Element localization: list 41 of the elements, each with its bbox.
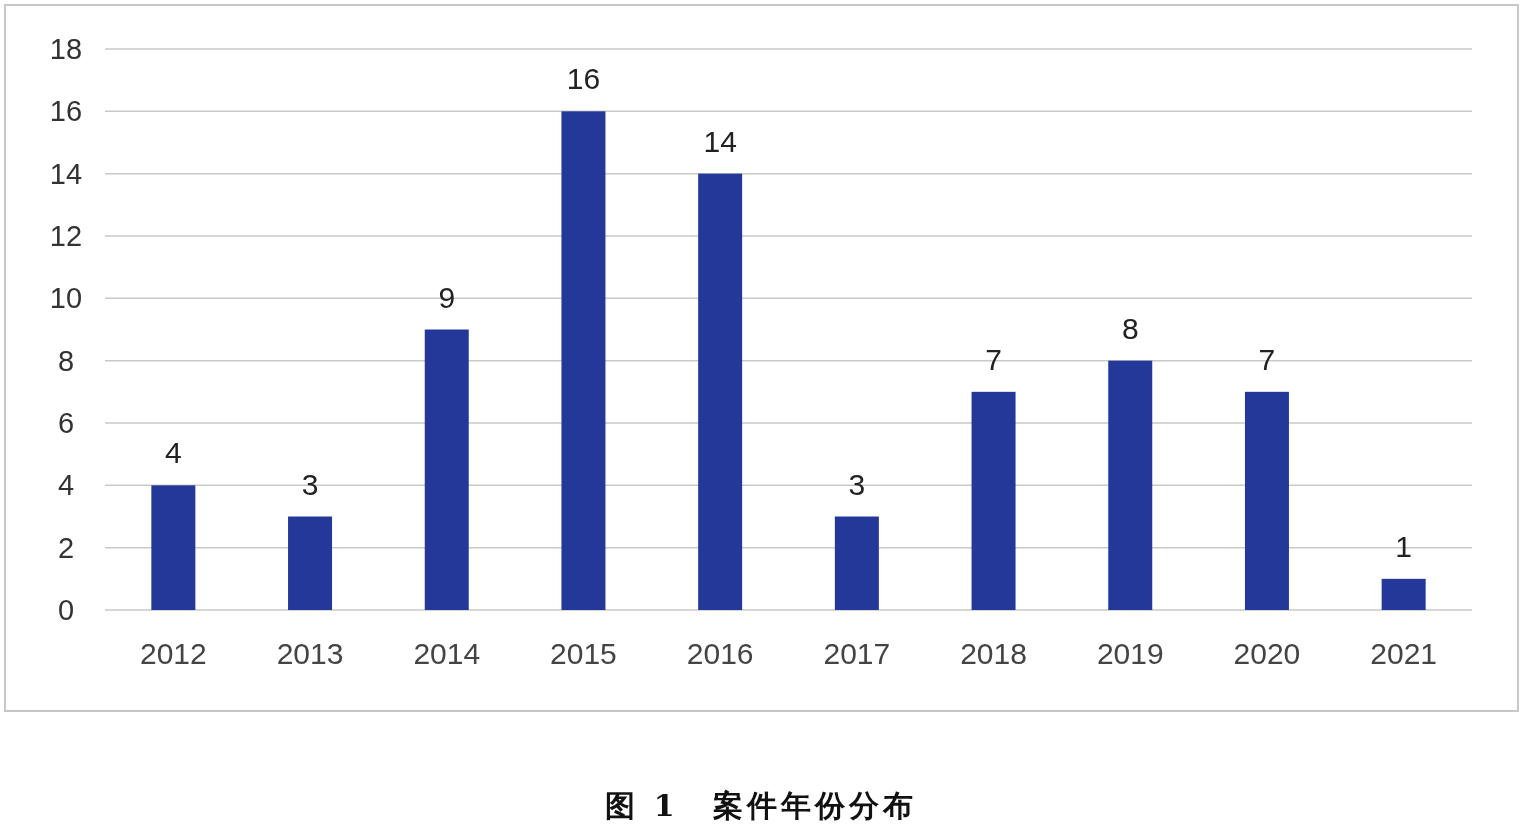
bar [698, 173, 743, 610]
bar [288, 516, 333, 610]
y-tick-label: 6 [57, 407, 75, 439]
x-tick-label: 2012 [139, 637, 207, 670]
y-tick-label: 0 [57, 594, 75, 626]
data-label: 8 [1121, 311, 1139, 345]
bar [424, 329, 469, 610]
x-tick-label: 2015 [550, 637, 617, 670]
x-tick-label: 2016 [686, 637, 754, 670]
data-label: 3 [301, 467, 319, 501]
y-tick-label: 10 [49, 282, 83, 315]
x-tick-label: 2013 [276, 637, 344, 670]
data-label: 7 [1258, 342, 1276, 376]
data-label: 1 [1395, 529, 1412, 563]
bar [1108, 360, 1153, 610]
bar [834, 516, 879, 610]
data-label: 7 [985, 342, 1002, 376]
y-tick-label: 18 [49, 33, 83, 65]
data-label: 3 [848, 467, 866, 501]
y-tick-label: 2 [57, 531, 75, 564]
x-tick-label: 2014 [413, 637, 481, 670]
x-tick-label: 2020 [1233, 637, 1301, 670]
data-label: 16 [566, 62, 601, 96]
y-tick-label: 8 [57, 344, 75, 377]
bar [151, 485, 196, 610]
y-tick-label: 16 [49, 95, 83, 128]
data-label: 4 [165, 436, 182, 470]
y-tick-label: 4 [57, 469, 75, 502]
y-tick-label: 14 [49, 157, 83, 190]
bar [971, 391, 1016, 610]
x-tick-label: 2019 [1096, 637, 1164, 670]
x-tick-label: 2021 [1370, 637, 1438, 670]
bar [1381, 578, 1426, 610]
data-label: 14 [703, 124, 737, 158]
x-tick-label: 2017 [823, 637, 891, 670]
y-tick-label: 12 [49, 220, 83, 252]
x-tick-label: 2018 [960, 637, 1027, 670]
bar [561, 111, 606, 610]
text: 图 1 案件年份分布 [605, 788, 917, 823]
data-label: 9 [438, 280, 456, 314]
bar [1244, 391, 1289, 610]
